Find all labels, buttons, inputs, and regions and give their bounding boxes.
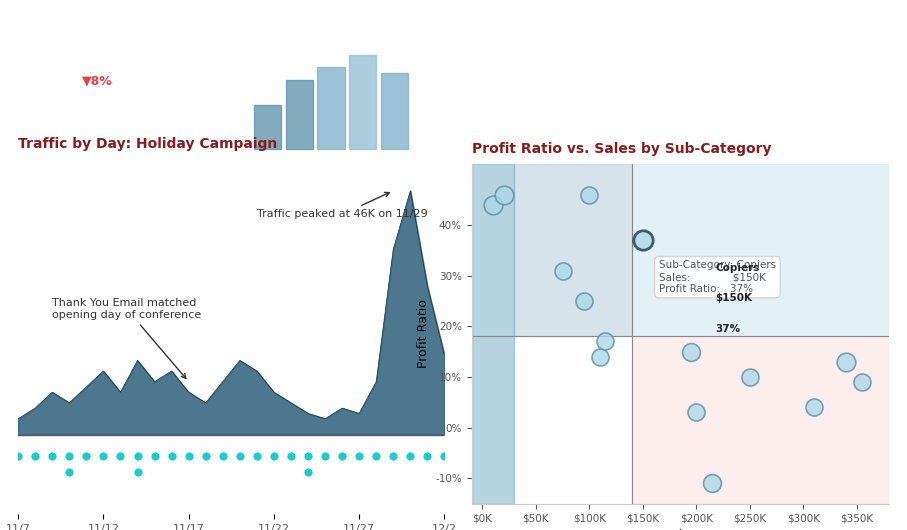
Point [147,452,161,460]
Text: Sub-Category: Copiers
Sales:             $150K
Profit Ratio:   37%: Sub-Category: Copiers Sales: $150K Profi… [658,260,776,294]
Point [284,452,298,460]
Point [386,452,401,460]
Point [598,337,612,346]
Point [582,190,597,199]
Point [636,236,650,244]
Text: $325K: $325K [20,94,178,138]
Point [232,452,247,460]
Point [555,267,570,275]
Point [403,452,417,460]
Point [705,479,719,488]
Point [743,373,757,381]
Point [45,452,60,460]
Bar [254,105,281,148]
Text: Traffic by Day: Holiday Campaign: Traffic by Day: Holiday Campaign [18,137,278,151]
Point [164,452,179,460]
Bar [632,337,889,504]
Text: Traffic peaked at 46K on 11/29: Traffic peaked at 46K on 11/29 [257,192,427,219]
Point [839,358,853,366]
Bar [381,74,408,148]
X-axis label: Sales: Sales [664,529,697,530]
Point [420,452,434,460]
Point [369,452,384,460]
Point [113,452,128,460]
Y-axis label: Profit Ratio: Profit Ratio [416,299,430,368]
Point [62,467,76,476]
Bar [286,80,313,148]
Text: SALES: SALES [20,75,64,88]
Point [199,452,213,460]
Bar [472,164,514,503]
Bar [632,164,889,337]
Bar [317,67,345,148]
Point [301,467,316,476]
Text: 3 Creative Ways to Use Transparent Sheets in Tableau: 3 Creative Ways to Use Transparent Sheet… [180,19,727,37]
Point [855,378,870,386]
Text: Copiers: Copiers [716,263,760,273]
Point [79,452,93,460]
Point [216,452,230,460]
Point [352,452,366,460]
Point [593,352,608,361]
Point [131,467,145,476]
Point [267,452,281,460]
Bar [349,55,376,148]
Circle shape [0,20,93,37]
Text: ▼8%: ▼8% [82,75,112,88]
Point [301,452,316,460]
Bar [514,164,632,337]
Point [689,408,704,417]
Point [181,452,196,460]
Point [496,190,511,199]
Point [437,452,452,460]
Point [806,403,821,412]
Point [28,452,43,460]
Point [317,452,332,460]
Point [577,297,591,305]
Point [131,452,145,460]
Text: Thank You Email matched
opening day of conference: Thank You Email matched opening day of c… [53,298,201,378]
Text: PlayfairData: PlayfairData [754,19,880,37]
Point [486,200,501,209]
Text: $150K: $150K [716,294,753,303]
Text: 🐦: 🐦 [36,18,49,38]
Point [62,452,76,460]
Point [684,347,698,356]
Point [335,452,349,460]
Text: Profit Ratio vs. Sales by Sub-Category: Profit Ratio vs. Sales by Sub-Category [472,142,771,156]
Point [11,452,25,460]
Point [96,452,111,460]
Text: 37%: 37% [716,324,741,334]
Point [249,452,264,460]
